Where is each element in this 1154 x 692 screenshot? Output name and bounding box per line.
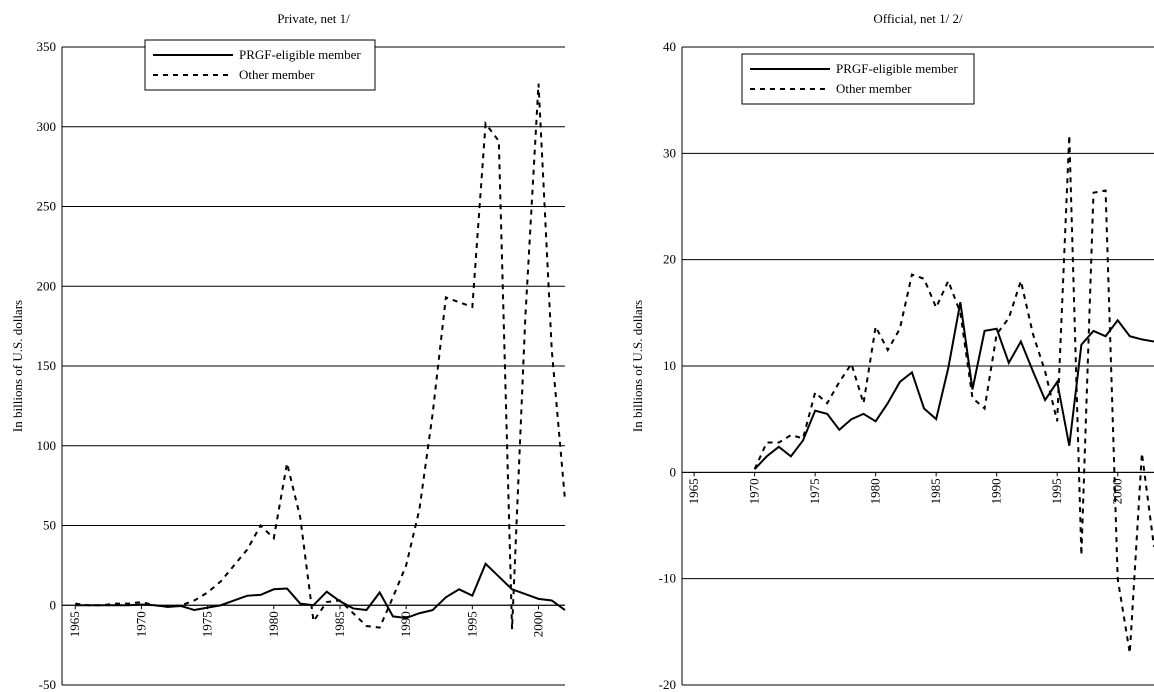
series-line <box>75 83 566 630</box>
y-tick-label: 0 <box>50 597 57 612</box>
legend-label: PRGF-eligible member <box>836 61 958 76</box>
x-tick-label: 1990 <box>989 478 1004 504</box>
legend-box <box>741 53 975 105</box>
y-tick-label: 30 <box>663 145 676 160</box>
x-tick-label: 1990 <box>398 611 413 637</box>
x-tick-label: 1970 <box>747 478 762 504</box>
x-tick-label: 1975 <box>200 611 215 637</box>
y-tick-label: 0 <box>670 464 677 479</box>
x-tick-label: 2000 <box>531 611 546 637</box>
legend-label: PRGF-eligible member <box>239 47 361 62</box>
x-tick-label: 1995 <box>1049 478 1064 504</box>
y-tick-label: -50 <box>39 677 56 692</box>
y-tick-label: 350 <box>37 39 57 54</box>
legend-label: Other member <box>836 81 912 96</box>
chart-title: Private, net 1/ <box>277 11 350 26</box>
x-tick-label: 1975 <box>807 478 822 504</box>
y-axis-label: In billions of U.S. dollars <box>630 300 645 432</box>
y-tick-label: 10 <box>663 358 676 373</box>
y-tick-label: -20 <box>659 677 676 692</box>
y-tick-label: 150 <box>37 358 57 373</box>
chart-title: Official, net 1/ 2/ <box>873 11 963 26</box>
y-axis-label: In billions of U.S. dollars <box>10 300 25 432</box>
x-tick-label: 1980 <box>868 478 883 504</box>
x-tick-label: 1995 <box>464 611 479 637</box>
y-tick-label: 40 <box>663 39 676 54</box>
x-tick-label: 1985 <box>332 611 347 637</box>
x-tick-label: 1965 <box>67 611 82 637</box>
y-tick-label: 300 <box>37 119 57 134</box>
y-tick-label: 200 <box>37 278 57 293</box>
y-tick-label: 100 <box>37 438 57 453</box>
x-tick-label: 1965 <box>686 478 701 504</box>
x-tick-label: 1985 <box>928 478 943 504</box>
series-line <box>753 302 1154 470</box>
y-tick-label: 250 <box>37 199 57 214</box>
y-tick-label: -10 <box>659 571 676 586</box>
legend-box <box>144 39 376 91</box>
x-tick-label: 2000 <box>1110 478 1125 504</box>
series-line <box>753 135 1154 654</box>
x-tick-label: 1980 <box>266 611 281 637</box>
y-tick-label: 20 <box>663 252 676 267</box>
legend-label: Other member <box>239 67 315 82</box>
x-tick-label: 1970 <box>133 611 148 637</box>
y-tick-label: 50 <box>43 518 56 533</box>
